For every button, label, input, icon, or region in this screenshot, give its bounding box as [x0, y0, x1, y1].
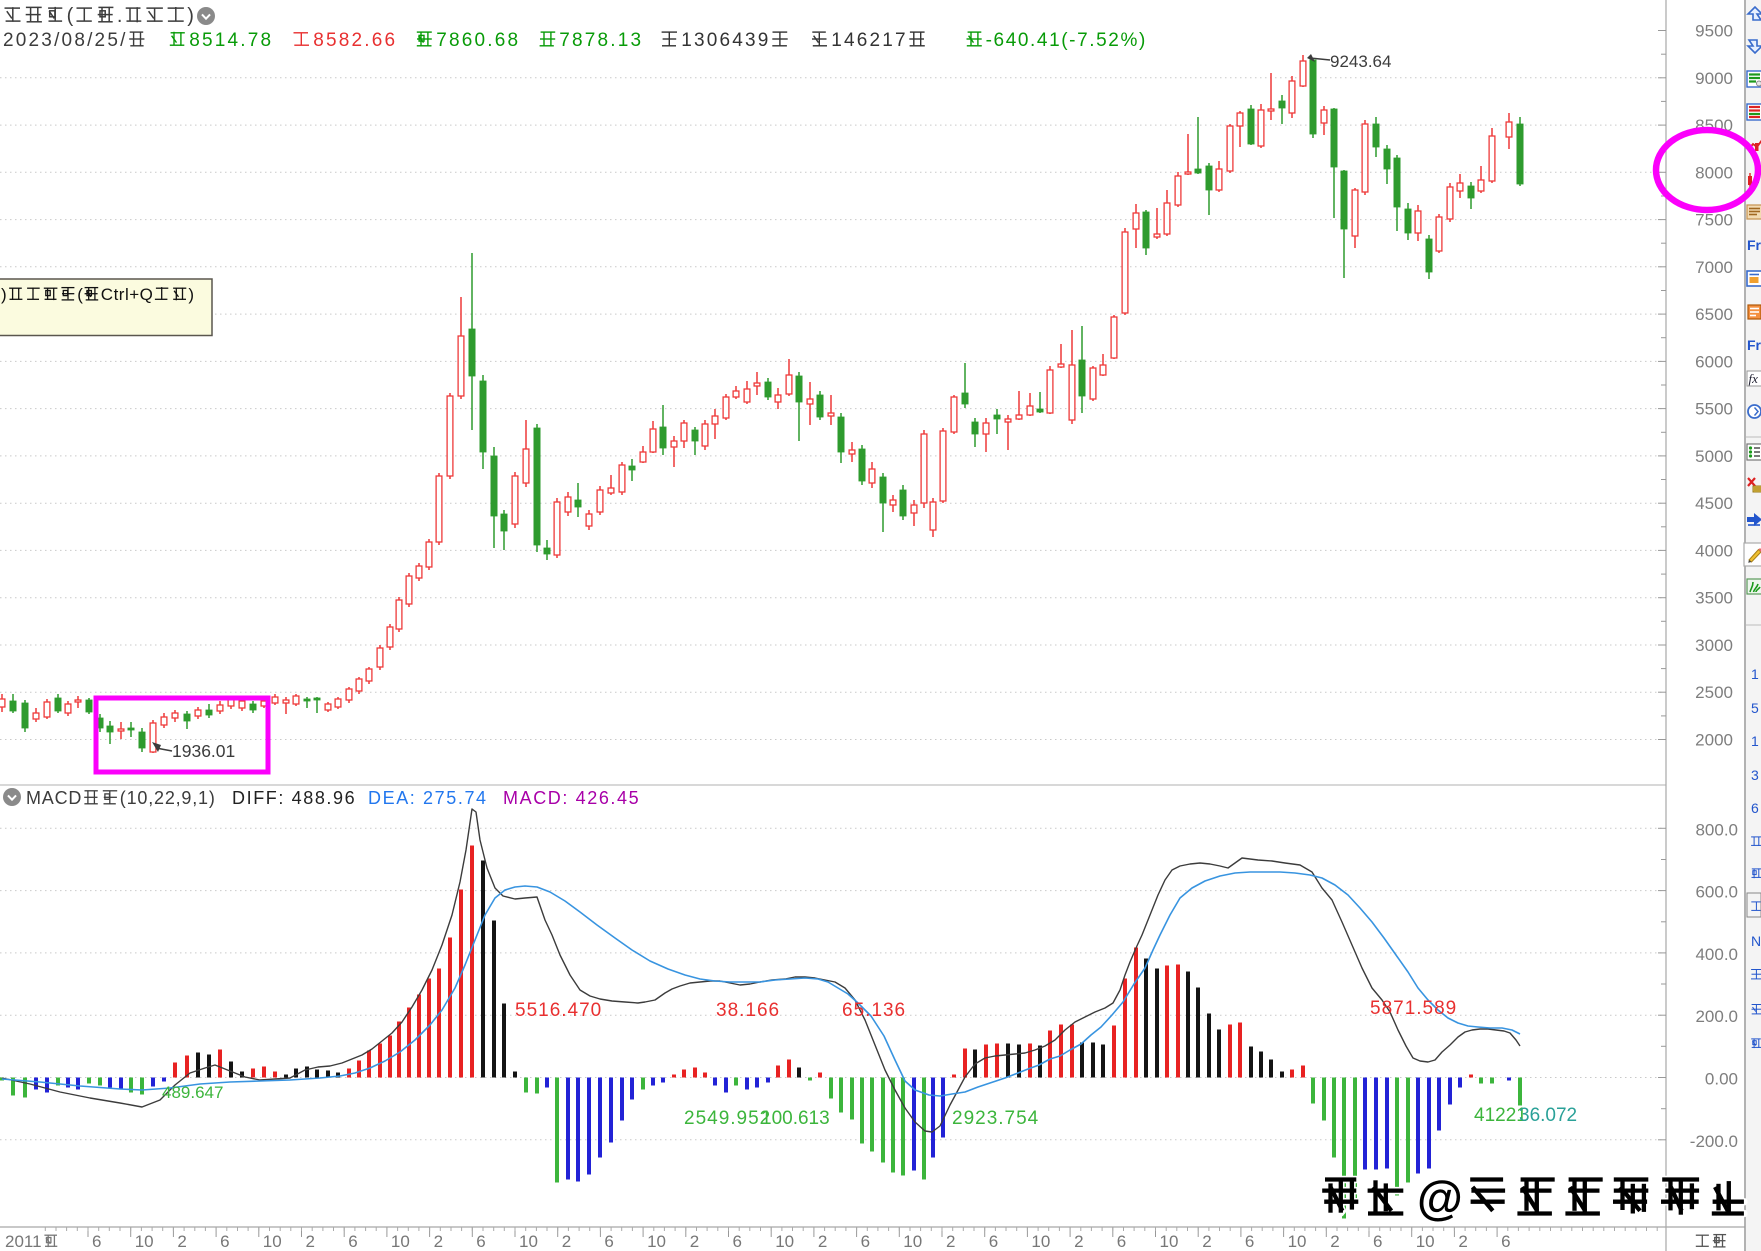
svg-text:1: 1 [1751, 733, 1759, 749]
svg-text:10: 10 [1416, 1232, 1435, 1251]
svg-text:2: 2 [946, 1232, 955, 1251]
svg-text:0.00: 0.00 [1705, 1070, 1738, 1089]
svg-text:5: 5 [1751, 700, 1759, 716]
svg-text:2: 2 [1330, 1232, 1339, 1251]
svg-text:36.072: 36.072 [1519, 1105, 1577, 1126]
svg-text:6: 6 [348, 1232, 357, 1251]
svg-text:DIFF: 488.96: DIFF: 488.96 [232, 788, 356, 808]
svg-text:N: N [1751, 933, 1761, 949]
svg-text:2: 2 [1458, 1232, 1467, 1251]
svg-text:9500: 9500 [1695, 22, 1733, 41]
svg-text:DEA: 275.74: DEA: 275.74 [368, 788, 488, 808]
svg-text:): ) [1, 285, 7, 304]
svg-text:4000: 4000 [1695, 541, 1733, 560]
svg-text:10: 10 [775, 1232, 794, 1251]
svg-text:10: 10 [903, 1232, 922, 1251]
svg-text:1: 1 [1751, 666, 1759, 682]
svg-text:2: 2 [690, 1232, 699, 1251]
svg-text:10: 10 [519, 1232, 538, 1251]
svg-text:8000: 8000 [1695, 163, 1733, 182]
svg-text:6: 6 [604, 1232, 613, 1251]
svg-text:2: 2 [1202, 1232, 1211, 1251]
svg-text:): ) [188, 285, 194, 304]
svg-text:6: 6 [1245, 1232, 1254, 1251]
svg-text:10: 10 [1160, 1232, 1179, 1251]
svg-text:(: ( [77, 285, 83, 304]
svg-text:Fr: Fr [1747, 237, 1761, 253]
svg-text:6: 6 [476, 1232, 485, 1251]
svg-text:Fr: Fr [1747, 337, 1761, 353]
svg-text:200.0: 200.0 [1695, 1007, 1738, 1026]
svg-text:8582.66: 8582.66 [313, 30, 397, 51]
svg-text:3500: 3500 [1695, 589, 1733, 608]
svg-text:7878.13: 7878.13 [559, 30, 643, 51]
svg-text:@: @ [1417, 1171, 1463, 1224]
svg-text:100.613: 100.613 [761, 1108, 830, 1129]
svg-text:6: 6 [1373, 1232, 1382, 1251]
svg-text:2: 2 [177, 1232, 186, 1251]
svg-text:8514.78: 8514.78 [189, 30, 273, 51]
svg-text:10: 10 [263, 1232, 282, 1251]
svg-text:489.647: 489.647 [162, 1083, 223, 1102]
svg-text:800.0: 800.0 [1695, 820, 1738, 839]
svg-text:2923.754: 2923.754 [952, 1108, 1039, 1129]
svg-text:9000: 9000 [1695, 69, 1733, 88]
svg-text:65.136: 65.136 [842, 1000, 906, 1021]
svg-text:5871.589: 5871.589 [1370, 998, 1457, 1019]
svg-text:41221: 41221 [1474, 1105, 1527, 1126]
svg-text:6: 6 [861, 1232, 870, 1251]
svg-text:(: ( [67, 5, 75, 27]
svg-text:6: 6 [1751, 800, 1759, 816]
svg-text:6: 6 [92, 1232, 101, 1251]
svg-text:6: 6 [733, 1232, 742, 1251]
svg-text:6: 6 [989, 1232, 998, 1251]
svg-text:-640.41(-7.52%): -640.41(-7.52%) [986, 30, 1147, 51]
svg-text:fx: fx [1749, 371, 1759, 386]
svg-text:-200.0: -200.0 [1690, 1132, 1738, 1151]
svg-text:9243.64: 9243.64 [1330, 52, 1391, 71]
svg-text:MACD: MACD [26, 788, 82, 808]
svg-text:10: 10 [647, 1232, 666, 1251]
svg-text:Ctrl+Q: Ctrl+Q [101, 285, 154, 304]
svg-text:2: 2 [562, 1232, 571, 1251]
svg-text:2500: 2500 [1695, 683, 1733, 702]
svg-text:2: 2 [1074, 1232, 1083, 1251]
svg-text:5500: 5500 [1695, 400, 1733, 419]
svg-text:2011: 2011 [5, 1232, 42, 1251]
svg-text:): ) [187, 5, 195, 27]
svg-text:1936.01: 1936.01 [172, 741, 235, 761]
svg-text:.: . [117, 5, 124, 27]
svg-text:2: 2 [306, 1232, 315, 1251]
svg-text:6: 6 [1117, 1232, 1126, 1251]
svg-text:(10,22,9,1): (10,22,9,1) [120, 788, 216, 808]
svg-text:7000: 7000 [1695, 258, 1733, 277]
svg-text:3000: 3000 [1695, 636, 1733, 655]
svg-text:6500: 6500 [1695, 305, 1733, 324]
svg-text:10: 10 [1031, 1232, 1050, 1251]
svg-text:2: 2 [434, 1232, 443, 1251]
svg-text:1306439: 1306439 [681, 30, 770, 51]
svg-text:2000: 2000 [1695, 731, 1733, 750]
svg-text:400.0: 400.0 [1695, 945, 1738, 964]
svg-text:600.0: 600.0 [1695, 883, 1738, 902]
svg-text:6: 6 [1501, 1232, 1510, 1251]
svg-text:6000: 6000 [1695, 352, 1733, 371]
svg-text:10: 10 [1288, 1232, 1307, 1251]
svg-text:MACD: 426.45: MACD: 426.45 [503, 788, 640, 808]
svg-text:5516.470: 5516.470 [515, 1000, 602, 1021]
svg-text:2: 2 [818, 1232, 827, 1251]
svg-text:4500: 4500 [1695, 494, 1733, 513]
svg-text:3: 3 [1751, 767, 1759, 783]
svg-text:2023/08/25/: 2023/08/25/ [3, 30, 128, 51]
svg-text:10: 10 [135, 1232, 154, 1251]
svg-text:6: 6 [220, 1232, 229, 1251]
svg-text:7860.68: 7860.68 [436, 30, 520, 51]
svg-text:38.166: 38.166 [716, 1000, 780, 1021]
svg-text:10: 10 [391, 1232, 410, 1251]
svg-text:7500: 7500 [1695, 211, 1733, 230]
svg-text:5000: 5000 [1695, 447, 1733, 466]
svg-text:146217: 146217 [831, 30, 908, 51]
svg-text:2549.952: 2549.952 [684, 1108, 771, 1129]
